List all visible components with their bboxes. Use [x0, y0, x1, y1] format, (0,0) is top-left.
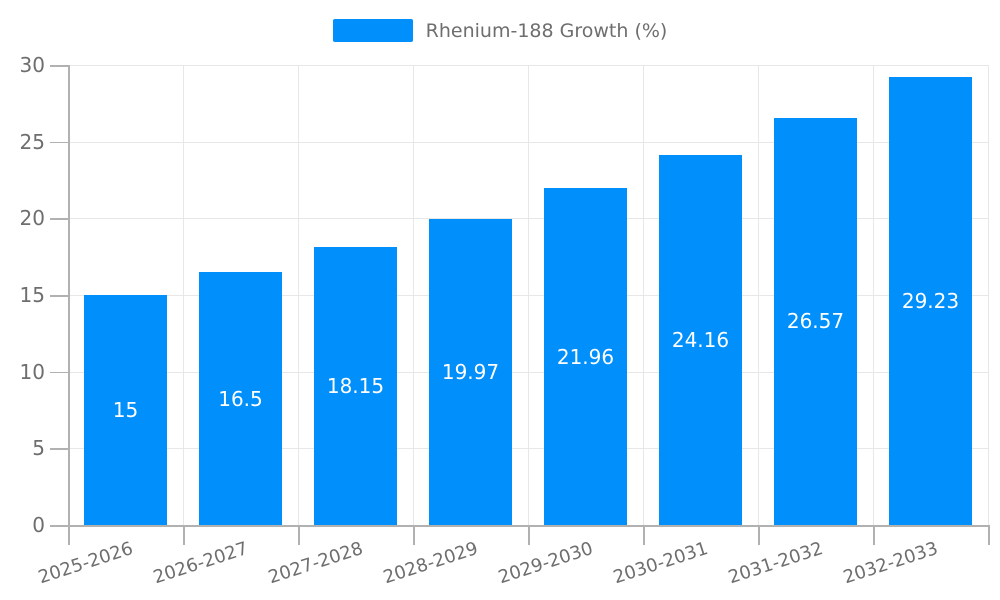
x-axis-tick: [413, 525, 415, 545]
bar[interactable]: [84, 295, 167, 525]
x-axis-tick: [183, 525, 185, 545]
y-axis-tick: [50, 141, 68, 144]
x-axis-label: 2026-2027: [151, 538, 251, 589]
bar[interactable]: [774, 117, 857, 525]
x-axis-tick: [528, 525, 530, 545]
bar-value-label: 24.16: [671, 327, 730, 352]
y-axis-label: 0: [32, 513, 45, 537]
y-axis-label: 15: [19, 283, 45, 307]
bar-value-label: 15: [112, 398, 139, 422]
x-axis-tick: [873, 525, 875, 545]
legend-item[interactable]: Rhenium-188 Growth (%): [0, 19, 1000, 42]
x-gridline: [988, 65, 989, 525]
bar[interactable]: [659, 154, 742, 525]
x-axis-tick: [68, 525, 70, 545]
y-axis-tick: [50, 218, 68, 220]
y-axis-tick: [50, 65, 68, 67]
y-gridline: [68, 218, 988, 220]
y-axis-tick: [50, 525, 68, 527]
bar-value-label: 29.23: [901, 288, 960, 313]
x-axis-label: 2025-2026: [36, 538, 136, 589]
y-gridline: [68, 295, 988, 296]
y-axis-label: 20: [19, 206, 45, 231]
legend-swatch: [332, 19, 413, 42]
y-gridline: [68, 141, 988, 143]
y-gridline: [68, 371, 988, 373]
y-axis-label: 30: [19, 53, 45, 77]
bar[interactable]: [544, 188, 627, 525]
x-axis-label: 2032-2033: [841, 538, 941, 589]
x-axis-tick: [758, 525, 760, 545]
bar-value-label: 19.97: [441, 359, 500, 384]
bar[interactable]: [889, 76, 972, 525]
bar[interactable]: [199, 272, 282, 525]
legend-label: Rhenium-188 Growth (%): [425, 19, 668, 42]
y-axis-label: 10: [19, 359, 45, 384]
y-axis-tick: [50, 371, 68, 374]
bar-value-label: 21.96: [556, 344, 615, 369]
y-gridline: [68, 65, 988, 66]
y-axis-tick: [50, 448, 68, 450]
x-axis-tick: [643, 525, 645, 545]
x-axis-label: 2028-2029: [381, 538, 481, 589]
bar-value-label: 26.57: [786, 309, 845, 334]
x-axis-tick: [988, 525, 990, 545]
x-axis-label: 2027-2028: [266, 538, 366, 589]
y-axis-label: 25: [19, 129, 45, 154]
y-axis-line: [68, 65, 70, 525]
bar[interactable]: [314, 246, 397, 525]
x-axis-label: 2029-2030: [496, 538, 596, 589]
x-axis-line: [50, 525, 988, 527]
bar[interactable]: [429, 218, 512, 525]
x-axis-tick: [298, 525, 300, 545]
y-gridline: [68, 448, 988, 450]
y-axis-tick: [50, 295, 68, 297]
x-axis-label: 2030-2031: [611, 538, 711, 589]
bar-value-label: 18.15: [326, 373, 385, 398]
bar-value-label: 16.5: [218, 386, 263, 411]
x-axis-label: 2031-2032: [726, 538, 826, 589]
y-axis-label: 5: [32, 436, 45, 461]
